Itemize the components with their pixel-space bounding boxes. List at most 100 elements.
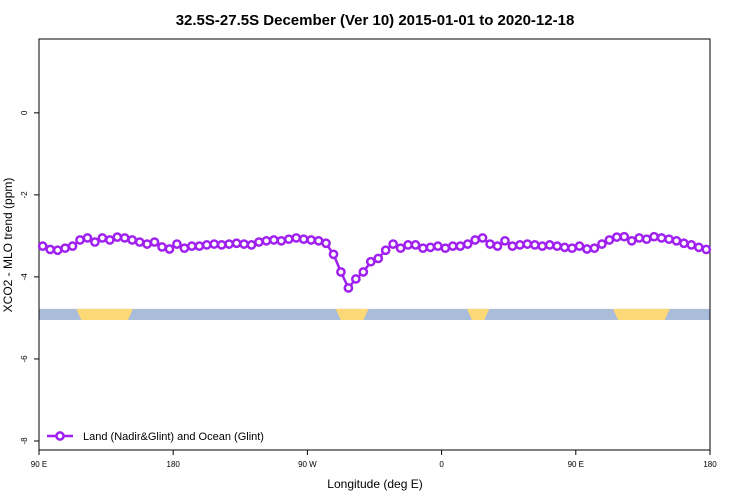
y-tick-label: -2 [20, 191, 29, 199]
y-tick-label: -8 [20, 437, 29, 445]
data-point [201, 240, 212, 250]
data-point [172, 239, 182, 249]
data-point [97, 233, 108, 243]
data-point [291, 233, 302, 243]
data-point [313, 235, 324, 246]
data-point [380, 245, 391, 256]
data-point [656, 233, 667, 243]
y-tick-label: -6 [20, 355, 29, 363]
legend-label: Land (Nadir&Glint) and Ocean (Glint) [83, 431, 264, 443]
land-segment [76, 308, 133, 320]
data-point [582, 244, 592, 254]
data-point [75, 235, 85, 245]
y-tick-label: -4 [20, 273, 29, 281]
y-tick-label: 0 [20, 110, 29, 115]
data-point [231, 238, 242, 249]
data-point [37, 241, 48, 251]
data-point [447, 241, 458, 251]
data-point [186, 241, 197, 251]
y-axis-label: XCO2 - MLO trend (ppm) [1, 178, 15, 313]
data-point [112, 232, 123, 242]
data-point [597, 239, 607, 249]
data-point [127, 235, 138, 245]
data-point [216, 240, 227, 250]
data-point [142, 239, 152, 249]
data-point [507, 241, 518, 251]
data-point [559, 242, 570, 253]
data-point [328, 249, 339, 260]
data-point [664, 234, 674, 245]
chart-title: 32.5S-27.5S December (Ver 10) 2015-01-01… [176, 12, 575, 29]
data-point [164, 244, 175, 254]
data-point [671, 235, 682, 246]
data-point [336, 267, 346, 277]
data-point [67, 241, 78, 251]
data-point [351, 274, 361, 284]
data-point [60, 243, 70, 254]
data-point [239, 239, 249, 249]
data-point [574, 241, 585, 251]
data-point [306, 235, 316, 245]
data-point [149, 237, 160, 247]
data-point [52, 245, 63, 256]
data-point [649, 231, 659, 242]
data-point [104, 235, 115, 245]
data-point [433, 241, 443, 251]
data-point [626, 235, 637, 246]
data-point [365, 256, 376, 267]
data-point [276, 235, 287, 246]
data-point [537, 241, 548, 251]
data-point [269, 235, 279, 245]
x-tick-label: 90 E [31, 460, 47, 469]
data-point [194, 241, 205, 251]
data-point [403, 240, 413, 250]
data-point [358, 267, 369, 277]
data-point [119, 233, 130, 243]
data-point [425, 242, 436, 253]
data-point [522, 239, 533, 249]
data-point [388, 239, 398, 249]
data-point [455, 241, 466, 251]
legend-marker [55, 431, 65, 441]
data-point [157, 242, 167, 252]
data-point [45, 244, 56, 255]
data-point [611, 232, 622, 242]
data-point [298, 234, 309, 245]
data-point [515, 240, 525, 250]
data-point [179, 243, 190, 254]
data-point [343, 283, 354, 293]
data-point [283, 234, 294, 245]
data-point [470, 235, 480, 245]
data-point [254, 237, 264, 247]
data-point [544, 240, 555, 250]
data-point [500, 235, 510, 246]
x-tick-label: 0 [439, 460, 444, 469]
data-point [619, 231, 630, 242]
data-point [693, 242, 704, 253]
data-point [567, 243, 577, 254]
land-segment [466, 308, 490, 320]
data-point [462, 239, 473, 249]
data-point [679, 238, 689, 249]
data-point [485, 239, 495, 249]
data-point [634, 233, 645, 243]
x-axis-label: Longitude (deg E) [327, 477, 422, 491]
data-point [440, 243, 451, 254]
data-point [552, 241, 563, 251]
data-point [492, 241, 503, 251]
x-tick-label: 90 E [568, 460, 584, 469]
x-tick-label: 90 W [298, 460, 317, 469]
data-point [224, 239, 234, 249]
data-point [246, 240, 257, 250]
data-point [477, 233, 488, 243]
land-segment [335, 308, 369, 320]
data-point [641, 234, 652, 245]
data-point [82, 233, 93, 243]
data-point [395, 243, 406, 254]
data-point [418, 243, 428, 254]
data-point [589, 243, 600, 254]
ocean-band [39, 308, 710, 320]
data-point [529, 240, 540, 250]
data-point [261, 235, 272, 246]
